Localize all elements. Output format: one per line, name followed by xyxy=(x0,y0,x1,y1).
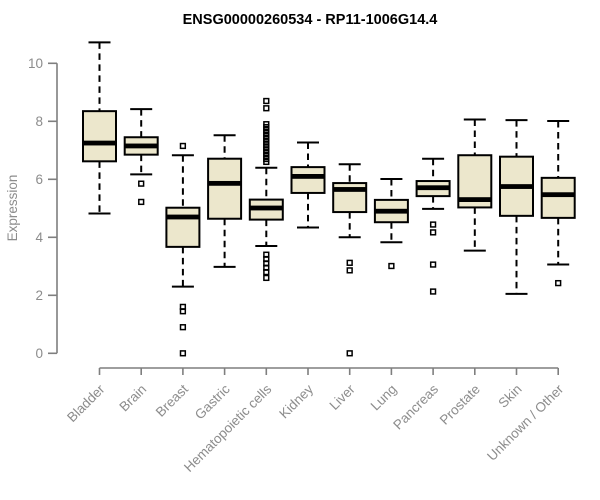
y-tick-label: 8 xyxy=(35,114,43,129)
y-axis: 0 2 4 6 8 10 xyxy=(28,56,58,361)
boxplot-series xyxy=(82,41,576,357)
median-line xyxy=(541,192,575,198)
box-group-liver xyxy=(332,163,368,357)
outlier-point xyxy=(263,158,270,166)
x-tick-label: Bladder xyxy=(64,381,108,425)
outlier-point xyxy=(179,308,187,315)
median-line xyxy=(291,174,325,179)
outlier-point xyxy=(138,180,145,187)
outlier-point xyxy=(346,350,353,357)
outlier-point xyxy=(263,97,270,105)
x-tick-label: Lung xyxy=(368,382,400,414)
outlier-point xyxy=(263,268,270,276)
iqr-box xyxy=(165,206,201,248)
outlier-point xyxy=(429,261,437,268)
y-tick-label: 0 xyxy=(35,346,43,361)
outlier-point xyxy=(388,262,395,270)
box-group-unknown-other xyxy=(540,120,576,287)
iqr-box xyxy=(290,166,326,194)
x-tick-label: Liver xyxy=(327,381,359,413)
x-tick-label: Prostate xyxy=(437,382,483,428)
outlier-point xyxy=(263,274,270,282)
median-line xyxy=(416,185,450,191)
outlier-point xyxy=(429,221,437,228)
box-group-hematopoietic-cells xyxy=(248,97,284,282)
median-line xyxy=(374,208,408,214)
outlier-point xyxy=(179,350,187,357)
outlier-point xyxy=(429,288,437,295)
iqr-box xyxy=(540,176,576,219)
median-line xyxy=(500,184,533,189)
box-group-prostate xyxy=(457,118,493,252)
x-tick-label: Breast xyxy=(153,381,191,419)
box-group-bladder xyxy=(82,41,117,215)
median-line xyxy=(83,140,116,146)
outlier-point xyxy=(346,259,353,266)
median-line xyxy=(208,180,242,186)
median-line xyxy=(124,143,158,149)
y-tick-label: 10 xyxy=(28,56,43,71)
outlier-point xyxy=(138,198,145,206)
x-tick-label: Brain xyxy=(116,382,149,415)
y-tick-label: 4 xyxy=(35,230,43,245)
outlier-point xyxy=(179,142,187,150)
box-group-lung xyxy=(373,178,409,270)
x-tick-label: Gastric xyxy=(192,381,233,422)
box-group-brain xyxy=(123,108,159,206)
median-line xyxy=(333,187,367,192)
x-tick-label: Unknown / Other xyxy=(484,381,567,464)
box-group-pancreas xyxy=(415,157,451,295)
x-tick-label: Pancreas xyxy=(390,381,441,432)
y-tick-label: 2 xyxy=(35,288,43,303)
x-tick-label: Kidney xyxy=(276,381,316,421)
iqr-box xyxy=(82,110,117,163)
y-axis-label: Expression xyxy=(5,175,20,242)
outlier-point xyxy=(263,105,270,112)
box-group-gastric xyxy=(207,134,243,268)
box-group-kidney xyxy=(290,141,326,229)
iqr-box xyxy=(207,157,243,220)
box-group-breast xyxy=(165,142,201,357)
median-line xyxy=(458,197,492,202)
outlier-point xyxy=(555,279,562,287)
y-tick-label: 6 xyxy=(35,172,43,187)
outlier-point xyxy=(346,267,353,274)
median-line xyxy=(166,214,200,220)
median-line xyxy=(249,205,283,211)
outlier-point xyxy=(429,229,437,236)
x-tick-label: Skin xyxy=(495,382,524,411)
outlier-point xyxy=(179,324,187,331)
box-group-skin xyxy=(499,119,534,295)
chart-title: ENSG00000260534 - RP11-1006G14.4 xyxy=(183,12,438,28)
